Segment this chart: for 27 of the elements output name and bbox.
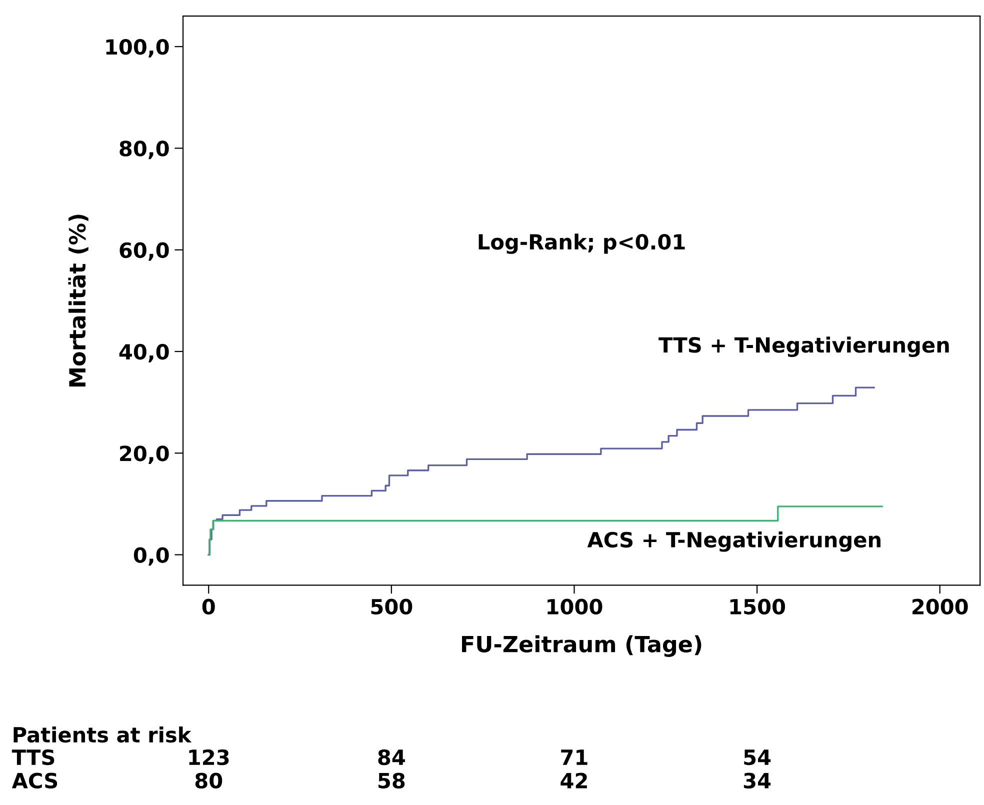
y-tick-label: 80,0 <box>120 140 169 160</box>
y-tick-label: 20,0 <box>120 446 169 464</box>
y-axis-title: Mortalität (%) <box>68 214 88 386</box>
series-label: ACS + T-Negativierungen <box>587 531 880 552</box>
text: Patients at risk <box>14 726 192 743</box>
x-tick-label: 500 <box>371 598 412 615</box>
x-axis-title: FU-Zeitraum (Tage) <box>462 635 702 657</box>
text: ACS <box>12 772 58 789</box>
text: 54 <box>744 750 771 766</box>
y-tick-label: 40,0 <box>119 344 169 362</box>
text: 80 <box>195 772 222 789</box>
text: 71 <box>561 750 588 765</box>
y-tick-label: 0,0 <box>134 547 169 566</box>
text: 42 <box>560 772 587 788</box>
x-tick-label: 1000 <box>548 598 602 615</box>
x-tick-label: 2000 <box>912 598 968 615</box>
y-tick-label: 100,0 <box>106 39 169 58</box>
text: 58 <box>378 772 405 789</box>
text: TTS <box>12 749 54 766</box>
text: 123 <box>189 749 229 766</box>
text: 34 <box>744 772 771 789</box>
text: TTS + T-Negativierungen <box>658 336 949 358</box>
x-tick-label: 0 <box>202 598 215 615</box>
annotation: Log-Rank; p<0.01 <box>478 234 685 254</box>
x-tick-label: 1500 <box>730 598 786 615</box>
text: 84 <box>378 749 405 766</box>
y-tick-label: 60,0 <box>120 242 169 261</box>
